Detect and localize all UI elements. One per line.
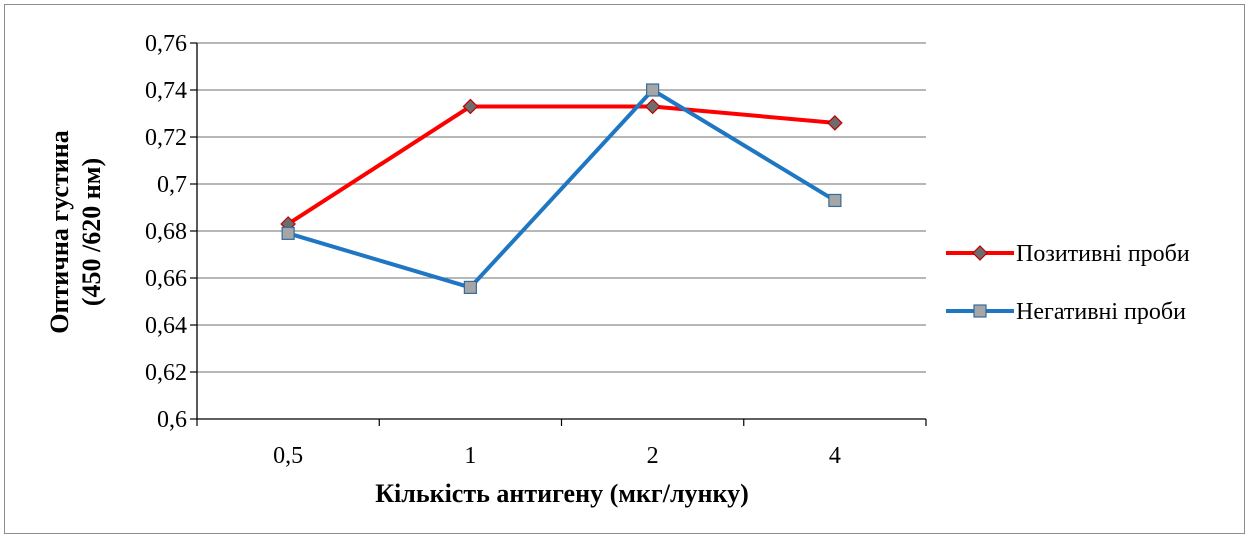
x-tick-label: 0,5 — [273, 443, 303, 469]
data-point-marker — [827, 115, 843, 131]
legend-item-2: Негативні проби — [946, 299, 1186, 325]
gridlines — [197, 42, 926, 373]
y-tick-label: 0,66 — [145, 266, 187, 292]
y-tick-label: 0,62 — [145, 360, 187, 386]
series-2 — [281, 83, 842, 294]
data-point-marker — [828, 193, 842, 208]
legend-label: Позитивні проби — [1016, 241, 1190, 267]
series-group — [280, 83, 843, 294]
y-tick-labels: 0,6 0,62 0,64 0,66 0,68 0,7 0,72 0,74 0,76 — [145, 31, 187, 433]
data-point-marker — [644, 98, 661, 115]
legend-item-1: Позитивні проби — [946, 241, 1190, 267]
x-tick-labels: 0,5 1 2 4 — [273, 443, 841, 469]
data-point-marker — [462, 98, 479, 115]
x-tick-label: 1 — [464, 443, 476, 469]
data-point-marker — [646, 83, 660, 97]
data-point-marker — [463, 280, 477, 294]
y-tick-label: 0,74 — [145, 78, 187, 104]
axes — [190, 42, 927, 426]
series-1 — [280, 98, 843, 232]
y-tick-label: 0,76 — [145, 31, 187, 57]
legend: Позитивні проби Негативні проби — [946, 241, 1190, 325]
legend-label: Негативні проби — [1016, 299, 1186, 325]
series-line — [287, 104, 836, 226]
data-point-marker — [281, 226, 295, 240]
y-tick-label: 0,68 — [145, 219, 187, 245]
chart-frame — [4, 4, 1245, 534]
y-tick-label: 0,7 — [157, 172, 187, 198]
series-line — [287, 88, 836, 290]
y-tick-label: 0,6 — [157, 407, 187, 433]
y-axis-title-line-2: (450 /620 нм) — [77, 158, 106, 306]
x-axis-title: Кількість антигену (мкг/лунку) — [375, 479, 749, 508]
data-point-marker — [972, 245, 988, 261]
y-axis-title-line-1: Оптична густина — [45, 130, 74, 333]
y-tick-label: 0,64 — [145, 313, 187, 339]
y-tick-label: 0,72 — [145, 125, 187, 151]
x-tick-label: 2 — [647, 443, 659, 469]
x-tick-label: 4 — [829, 443, 841, 469]
data-point-marker — [973, 304, 987, 318]
